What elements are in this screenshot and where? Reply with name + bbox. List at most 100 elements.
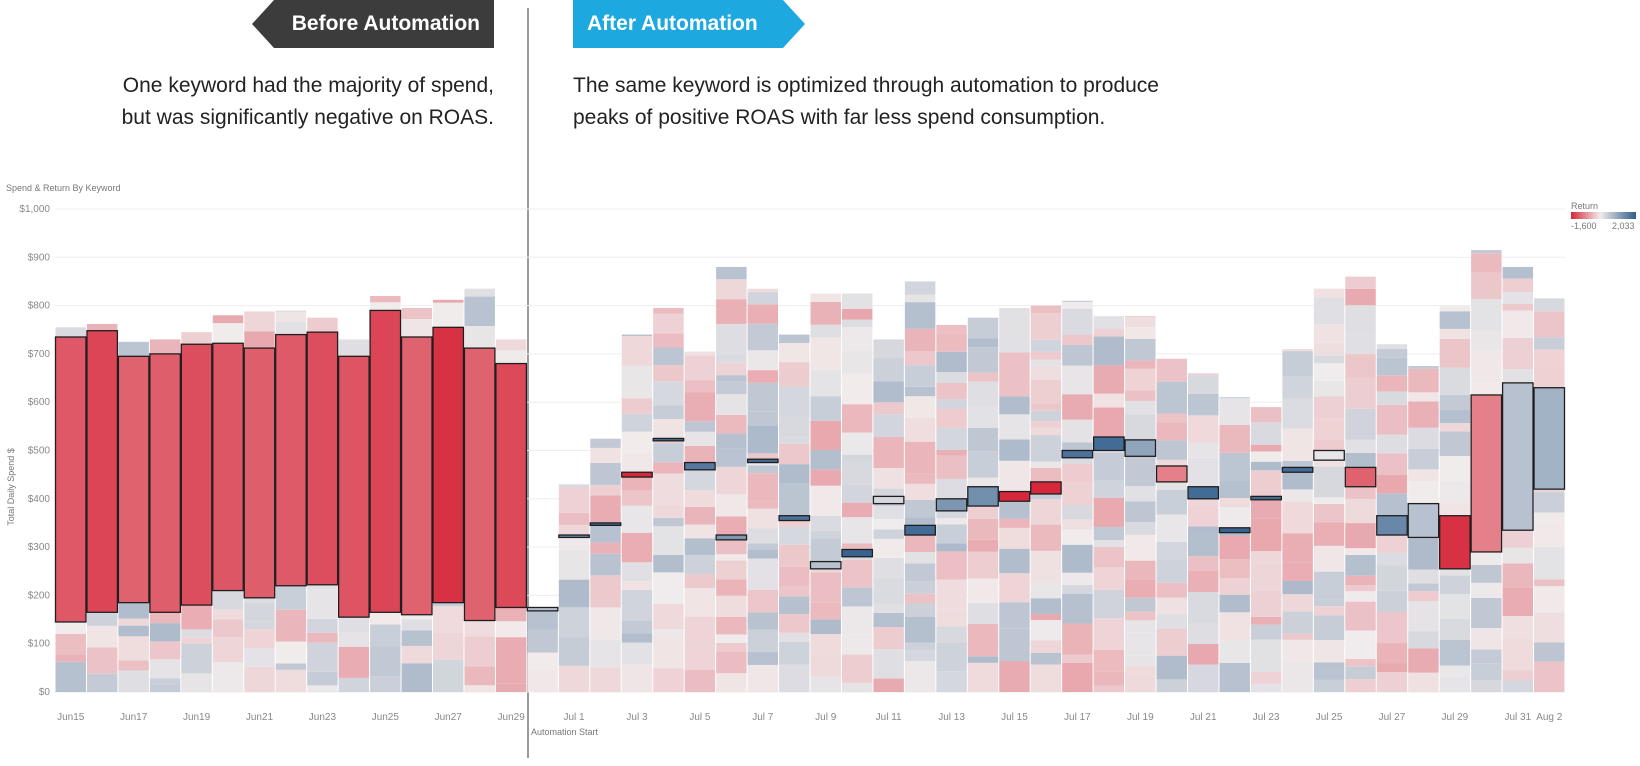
- keyword-segment: [810, 602, 841, 620]
- keyword-segment: [904, 650, 936, 662]
- keyword-segment: [244, 597, 275, 603]
- keyword-segment: [590, 525, 621, 543]
- keyword-segment: [999, 501, 1030, 519]
- y-tick-label: $500: [28, 446, 51, 457]
- keyword-segment: [1219, 452, 1250, 481]
- y-tick-label: $0: [39, 687, 51, 698]
- highlighted-keyword-bar: [1439, 515, 1471, 570]
- day-column: [778, 334, 811, 692]
- keyword-segment: [1125, 676, 1156, 692]
- x-tick-label: Jun25: [372, 712, 400, 723]
- day-column: [589, 438, 622, 692]
- keyword-segment: [1439, 394, 1471, 410]
- day-column: [935, 324, 968, 692]
- keyword-segment: [181, 673, 212, 692]
- keyword-segment: [1313, 342, 1345, 356]
- keyword-segment: [401, 645, 432, 664]
- keyword-segment: [1471, 551, 1502, 565]
- keyword-segment: [810, 293, 841, 302]
- keyword-segment: [1502, 616, 1534, 639]
- keyword-segment: [1313, 679, 1345, 692]
- x-tick-label: Jul 17: [1064, 712, 1091, 723]
- keyword-segment: [747, 323, 779, 351]
- keyword-segment: [275, 663, 307, 670]
- day-column: [1407, 365, 1440, 692]
- keyword-segment: [1502, 670, 1534, 681]
- keyword-segment: [1250, 563, 1282, 591]
- keyword-segment: [747, 558, 779, 590]
- highlighted-keyword-bar: [746, 458, 779, 464]
- highlighted-keyword-bar: [872, 495, 905, 505]
- keyword-segment: [841, 682, 873, 692]
- keyword-segment: [1345, 354, 1376, 379]
- highlighted-keyword-bar: [1030, 481, 1062, 495]
- keyword-segment: [1313, 439, 1345, 451]
- keyword-segment: [779, 641, 810, 665]
- day-column: [1376, 344, 1408, 692]
- keyword-segment: [936, 455, 967, 479]
- keyword-segment: [621, 580, 653, 590]
- keyword-segment: [747, 664, 779, 692]
- keyword-segment: [904, 517, 936, 526]
- keyword-segment: [1030, 365, 1062, 380]
- keyword-segment: [1345, 305, 1376, 333]
- day-column: [841, 293, 874, 692]
- keyword-segment: [590, 462, 621, 485]
- keyword-segment: [779, 386, 810, 417]
- keyword-segment: [558, 524, 590, 536]
- keyword-segment: [873, 339, 904, 359]
- day-column: [684, 351, 716, 692]
- keyword-segment: [621, 620, 653, 634]
- keyword-segment: [275, 585, 307, 610]
- keyword-segment: [1156, 381, 1187, 414]
- keyword-segment: [149, 684, 181, 692]
- keyword-segment: [1093, 567, 1125, 590]
- keyword-segment: [1250, 551, 1282, 564]
- keyword-segment: [1439, 665, 1471, 677]
- keyword-segment: [1408, 569, 1439, 584]
- keyword-segment: [1282, 611, 1313, 634]
- keyword-segment: [1250, 590, 1282, 617]
- keyword-segment: [621, 562, 653, 581]
- keyword-segment: [307, 671, 338, 686]
- keyword-segment: [716, 634, 747, 643]
- keyword-segment: [1188, 644, 1219, 665]
- keyword-segment: [1219, 532, 1250, 536]
- keyword-segment: [1093, 407, 1125, 437]
- keyword-segment: [244, 648, 275, 667]
- keyword-segment: [1250, 444, 1282, 452]
- automation-divider: [527, 8, 529, 758]
- keyword-segment: [810, 654, 841, 677]
- day-column: [180, 332, 213, 692]
- keyword-segment: [590, 484, 621, 496]
- keyword-segment: [621, 642, 653, 664]
- keyword-segment: [873, 627, 904, 650]
- keyword-segment: [1408, 427, 1439, 449]
- x-tick-label: Jul 11: [876, 712, 902, 723]
- keyword-segment: [653, 554, 684, 573]
- keyword-segment: [1125, 611, 1156, 621]
- keyword-segment: [1030, 410, 1062, 421]
- keyword-segment: [716, 579, 747, 596]
- legend-max-label: 2,033: [1612, 221, 1635, 231]
- before-description-line2: but was significantly negative on ROAS.: [121, 106, 494, 129]
- keyword-segment: [716, 299, 747, 324]
- keyword-segment: [621, 477, 653, 491]
- keyword-segment: [590, 553, 621, 576]
- keyword-segment: [747, 501, 779, 509]
- keyword-segment: [118, 602, 149, 619]
- x-tick-label: Jun27: [435, 712, 463, 723]
- keyword-segment: [684, 490, 716, 507]
- keyword-segment: [873, 529, 904, 539]
- keyword-segment: [1062, 623, 1093, 655]
- keyword-segment: [1188, 442, 1219, 458]
- day-column: [1439, 305, 1471, 692]
- keyword-segment: [1534, 586, 1565, 613]
- keyword-segment: [841, 559, 873, 588]
- keyword-segment: [936, 671, 967, 692]
- highlighted-keyword-bar: [967, 486, 999, 507]
- keyword-segment: [1502, 278, 1534, 293]
- keyword-segment: [747, 465, 779, 474]
- keyword-segment: [779, 443, 810, 465]
- highlighted-keyword-bar: [117, 355, 150, 604]
